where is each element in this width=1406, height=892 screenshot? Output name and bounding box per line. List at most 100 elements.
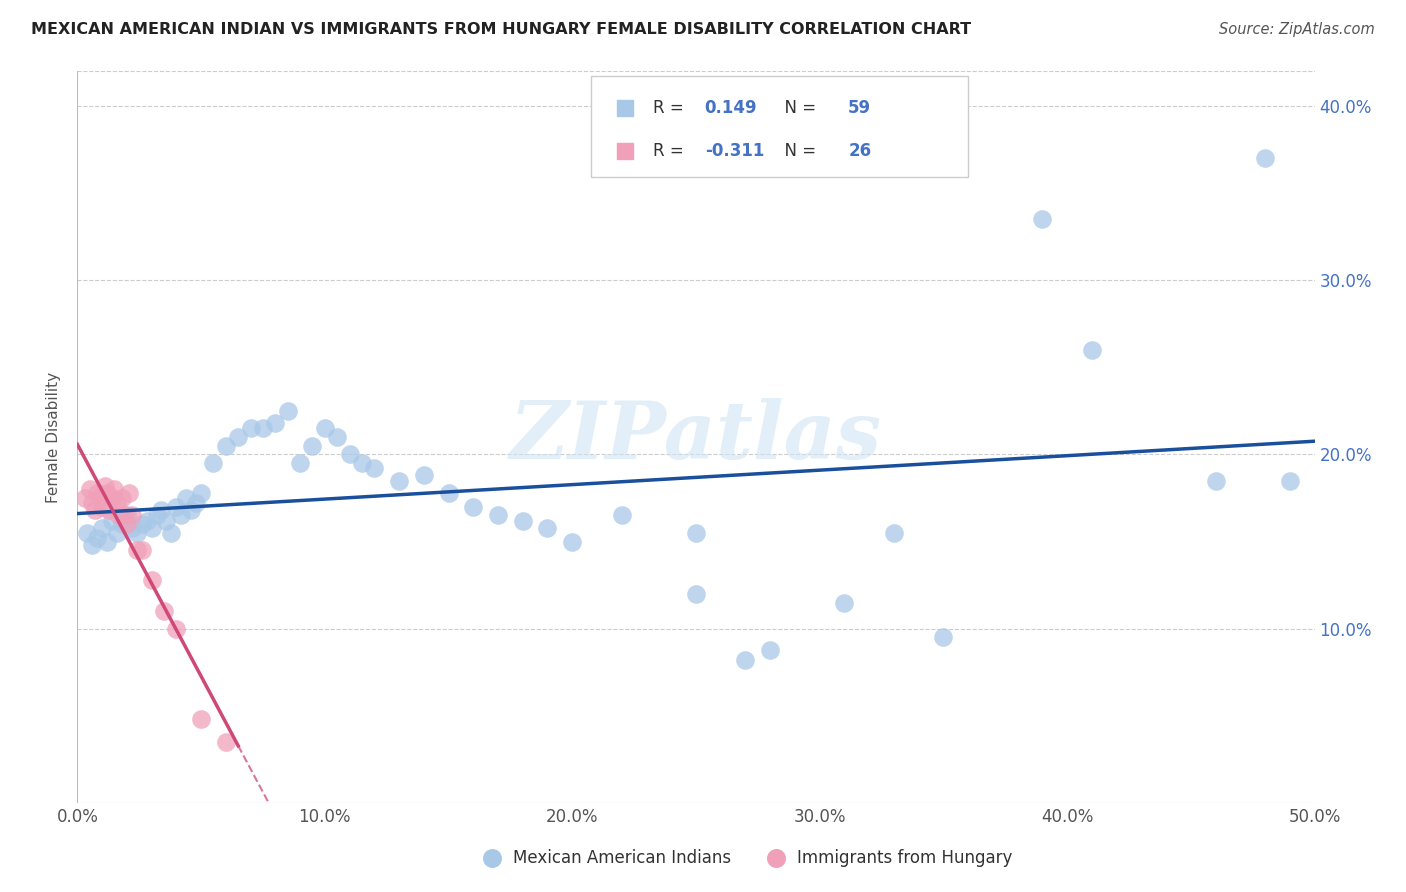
Point xyxy=(412,468,434,483)
Point xyxy=(759,642,782,657)
Text: 26: 26 xyxy=(848,142,872,161)
Point xyxy=(112,508,135,523)
Point xyxy=(135,514,157,528)
Point xyxy=(160,525,183,540)
Point xyxy=(883,525,905,540)
Point xyxy=(125,525,148,540)
Point xyxy=(96,534,118,549)
Point xyxy=(115,517,138,532)
Point xyxy=(180,503,202,517)
Point xyxy=(1278,474,1301,488)
Point xyxy=(141,573,163,587)
Point xyxy=(103,483,125,497)
Point xyxy=(215,439,238,453)
Point xyxy=(685,587,707,601)
Point xyxy=(174,491,197,505)
Point xyxy=(118,485,141,500)
Point xyxy=(486,508,509,523)
Point xyxy=(512,514,534,528)
Point xyxy=(165,622,187,636)
Text: R =: R = xyxy=(652,142,689,161)
Point xyxy=(215,735,238,749)
Point xyxy=(388,474,411,488)
Point xyxy=(170,508,193,523)
Point xyxy=(76,525,98,540)
Point xyxy=(145,508,167,523)
Point xyxy=(288,456,311,470)
Text: 0.149: 0.149 xyxy=(704,99,758,117)
Point xyxy=(155,514,177,528)
Point xyxy=(121,521,143,535)
Text: N =: N = xyxy=(773,142,821,161)
Point xyxy=(264,416,287,430)
Point xyxy=(277,404,299,418)
Point xyxy=(190,712,212,726)
Point xyxy=(79,483,101,497)
Point xyxy=(101,491,124,505)
Point xyxy=(108,508,131,523)
Point xyxy=(86,485,108,500)
Point xyxy=(82,538,104,552)
Point xyxy=(1031,212,1053,227)
Point xyxy=(252,421,274,435)
Point xyxy=(1254,152,1277,166)
Point xyxy=(190,485,212,500)
Point xyxy=(121,508,143,523)
Point xyxy=(86,531,108,545)
Point xyxy=(73,491,96,505)
Text: N =: N = xyxy=(773,99,821,117)
Point xyxy=(1081,343,1104,357)
Text: 59: 59 xyxy=(848,99,872,117)
Point xyxy=(1205,474,1227,488)
Point xyxy=(91,500,114,514)
Text: MEXICAN AMERICAN INDIAN VS IMMIGRANTS FROM HUNGARY FEMALE DISABILITY CORRELATION: MEXICAN AMERICAN INDIAN VS IMMIGRANTS FR… xyxy=(31,22,972,37)
Point xyxy=(339,448,361,462)
Text: R =: R = xyxy=(652,99,689,117)
Text: Mexican American Indians: Mexican American Indians xyxy=(513,848,731,867)
Point xyxy=(83,503,105,517)
Point xyxy=(326,430,349,444)
Point xyxy=(202,456,225,470)
Point xyxy=(463,500,485,514)
Text: ZIPatlas: ZIPatlas xyxy=(510,399,882,475)
Text: -0.311: -0.311 xyxy=(704,142,763,161)
Point xyxy=(350,456,373,470)
Text: Source: ZipAtlas.com: Source: ZipAtlas.com xyxy=(1219,22,1375,37)
Point xyxy=(91,521,114,535)
Point xyxy=(105,525,128,540)
Point xyxy=(89,491,111,505)
Point xyxy=(165,500,187,514)
Point xyxy=(131,543,153,558)
Point xyxy=(101,514,124,528)
Point xyxy=(314,421,336,435)
Point xyxy=(610,508,633,523)
Point xyxy=(239,421,262,435)
Point xyxy=(184,496,207,510)
Point xyxy=(301,439,323,453)
Point xyxy=(363,461,385,475)
Point xyxy=(153,604,176,618)
Point xyxy=(141,521,163,535)
Point xyxy=(111,517,134,532)
Point xyxy=(131,517,153,532)
Point xyxy=(125,543,148,558)
Point xyxy=(105,496,128,510)
Point xyxy=(98,503,121,517)
Point xyxy=(115,508,138,523)
Point xyxy=(685,525,707,540)
Point xyxy=(111,491,134,505)
Point xyxy=(82,496,104,510)
Point xyxy=(437,485,460,500)
Y-axis label: Female Disability: Female Disability xyxy=(46,371,62,503)
Point xyxy=(226,430,249,444)
Point xyxy=(150,503,173,517)
Point xyxy=(93,479,115,493)
Point xyxy=(536,521,558,535)
FancyBboxPatch shape xyxy=(591,77,969,178)
Point xyxy=(834,595,856,609)
Point xyxy=(932,631,955,645)
Point xyxy=(734,653,756,667)
Text: Immigrants from Hungary: Immigrants from Hungary xyxy=(797,848,1012,867)
Point xyxy=(561,534,583,549)
Point xyxy=(96,485,118,500)
